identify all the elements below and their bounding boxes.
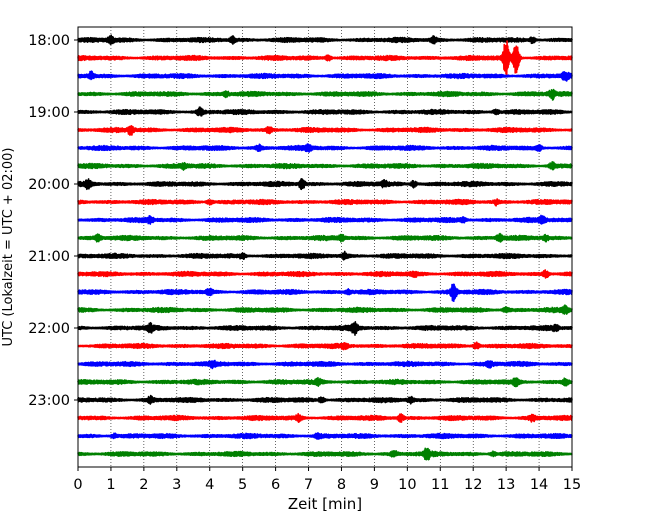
x-tick-label: 7 (304, 477, 313, 493)
x-tick-label: 6 (271, 477, 280, 493)
trace-1915 (77, 125, 573, 136)
x-tick-label: 9 (370, 477, 379, 493)
trace-2145 (77, 304, 573, 315)
trace-1815 (77, 40, 573, 78)
trace-2100 (77, 250, 573, 261)
trace-1930 (77, 143, 573, 153)
trace-2115 (77, 269, 573, 279)
x-tick-label: 4 (205, 477, 214, 493)
trace-2230 (77, 359, 573, 370)
y-axis: 18:00 19:00 20:00 21:00 22:00 23:00 (28, 33, 78, 409)
x-tick-label: 8 (337, 477, 346, 493)
x-tick-label: 5 (238, 477, 247, 493)
plot-frame (77, 26, 573, 468)
x-axis-title: Zeit [min] (288, 495, 362, 513)
trace-2015 (77, 198, 573, 207)
x-tick-label: 2 (139, 477, 148, 493)
trace-2215 (77, 341, 573, 351)
trace-2300 (77, 394, 573, 405)
x-tick-label: 14 (530, 477, 548, 493)
x-axis: 0 1 2 3 4 5 6 7 8 9 10 11 12 13 14 15 (73, 467, 581, 493)
trace-2130 (77, 283, 573, 303)
trace-2245 (77, 376, 573, 388)
trace-1900 (77, 106, 573, 117)
x-tick-label: 10 (398, 477, 416, 493)
x-tick-label: 1 (106, 477, 115, 493)
trace-1945 (77, 161, 573, 171)
x-tick-label: 12 (464, 477, 482, 493)
y-tick-label: 23:00 (28, 393, 70, 409)
x-tick-label: 3 (172, 477, 181, 493)
x-tick-label: 13 (497, 477, 515, 493)
trace-2330 (77, 431, 573, 440)
trace-2045 (77, 232, 573, 243)
trace-2315 (77, 412, 573, 423)
y-axis-title: UTC (Lokalzeit = UTC + 02:00) (1, 148, 16, 347)
y-tick-label: 18:00 (28, 33, 70, 49)
trace-2030 (77, 214, 573, 225)
trace-2345 (77, 447, 573, 461)
trace-1845 (77, 88, 573, 101)
y-tick-label: 21:00 (28, 249, 70, 265)
y-tick-label: 22:00 (28, 321, 70, 337)
trace-2000 (77, 177, 573, 191)
y-tick-label: 20:00 (28, 177, 70, 193)
trace-2200 (77, 321, 573, 336)
trace-1800 (77, 34, 573, 46)
x-tick-label: 11 (431, 477, 449, 493)
x-tick-label: 15 (563, 477, 581, 493)
trace-1830 (77, 70, 573, 82)
x-tick-label: 0 (73, 477, 82, 493)
y-tick-label: 19:00 (28, 105, 70, 121)
grid-lines (110, 27, 540, 467)
seismic-traces (77, 34, 573, 461)
